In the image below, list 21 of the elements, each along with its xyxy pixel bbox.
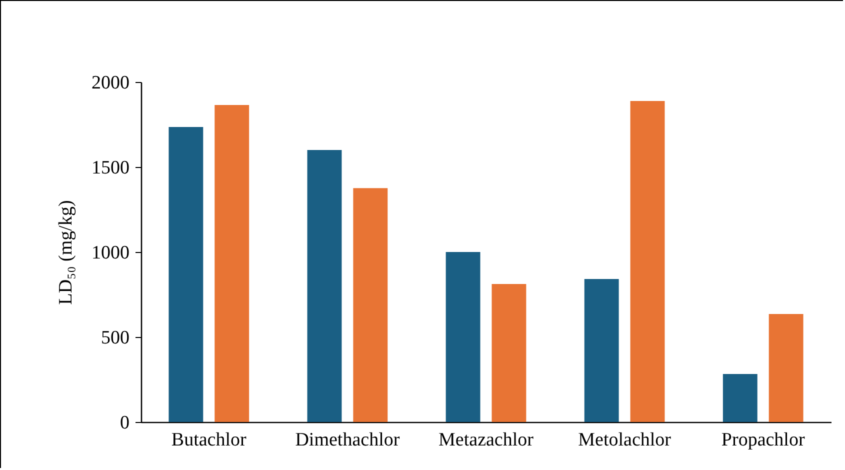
y-tick-label: 1000: [92, 242, 130, 264]
x-tick-label: Metolachlor: [578, 430, 672, 450]
y-tick-label: 0: [120, 412, 130, 434]
bar: [492, 284, 526, 422]
x-tick-label: Propachlor: [721, 430, 806, 450]
bar: [446, 252, 480, 422]
bar: [353, 188, 388, 422]
y-tick-label: 1500: [92, 158, 130, 178]
bar: [630, 101, 665, 422]
bar: [214, 104, 250, 422]
y-tick-label: 500: [101, 328, 130, 348]
bar: [307, 150, 342, 422]
bar: [722, 374, 758, 422]
y-axis-title: LD₅₀ (mg/kg): [56, 200, 76, 305]
bar: [768, 314, 804, 422]
x-tick-label: Butachlor: [171, 430, 248, 450]
x-tick-label: Metazachlor: [438, 430, 534, 450]
bar: [168, 127, 204, 422]
x-tick-label: Dimethachlor: [295, 430, 400, 450]
y-tick-label: 2000: [92, 72, 130, 94]
bar: [584, 279, 619, 422]
